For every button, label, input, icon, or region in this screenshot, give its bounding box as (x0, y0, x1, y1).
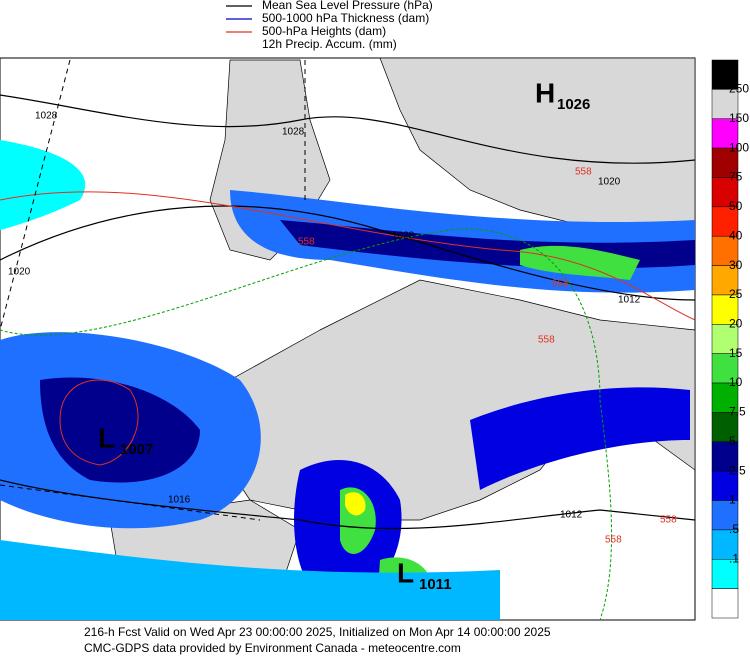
colorbar-box (711, 235, 739, 266)
contour-label: 558 (605, 535, 622, 546)
contour-label: 1012 (560, 510, 583, 521)
thickness-contour (0, 228, 613, 621)
isobar (0, 94, 696, 530)
precip (0, 140, 86, 230)
pressure-center-value: 1007 (120, 441, 153, 458)
precip (0, 540, 500, 620)
contour-label: 1012 (618, 295, 641, 306)
map-labels: H 1026 L 1007 L 1011 1028 1028 1020 1020 1012 1016 1… (8, 77, 677, 593)
colorbar-label: 250 (729, 82, 749, 96)
colorbar-box (711, 324, 739, 354)
height-contour (0, 191, 696, 466)
colorbar-label: 10 (729, 375, 743, 389)
legend: Mean Sea Level Pressure (hPa)500-1000 hP… (226, 0, 433, 51)
colorbar-box (711, 412, 739, 443)
colorbar-box (711, 89, 739, 119)
contour-label: 558 (552, 279, 569, 290)
colorbar-box (711, 59, 739, 90)
colorbar-box (711, 588, 739, 619)
colorbar-box (711, 206, 739, 237)
map-area (0, 57, 696, 621)
footer-text: 216-h Fcst Valid on Wed Apr 23 00:00:00 … (84, 625, 551, 639)
contour-label: 1028 (392, 231, 415, 242)
contour-label: 558 (298, 237, 315, 248)
precip (345, 492, 366, 516)
pressure-center-letter: L (397, 557, 414, 588)
pressure-center-value: 1026 (557, 96, 590, 113)
colorbar-label: 5 (729, 434, 736, 448)
colorbar-box (711, 559, 739, 589)
colorbar: 250 150 100 75 50 40 30 25 20 15 10 7.5 5 2.5 1 .5 .1 (711, 59, 749, 619)
precip (470, 387, 690, 490)
land (379, 57, 696, 241)
colorbar-label: .5 (729, 522, 739, 536)
contour-label: 1028 (282, 127, 305, 138)
colorbar-label: 50 (729, 199, 743, 213)
contour-label: 558 (660, 515, 677, 526)
legend-label: 500-1000 hPa Thickness (dam) (262, 11, 429, 25)
pressure-center-letter: H (535, 77, 555, 108)
pressure-center-value: 1011 (419, 576, 452, 593)
precip (40, 377, 200, 483)
colorbar-box (711, 529, 739, 560)
colorbar-label: 100 (729, 140, 749, 154)
colorbar-box (711, 177, 739, 208)
colorbar-label: 150 (729, 111, 749, 125)
colorbar-label: 30 (729, 258, 743, 272)
precip (520, 245, 640, 280)
contour-label: 1016 (168, 495, 191, 506)
colorbar-box (711, 294, 739, 325)
grid-line (0, 59, 306, 521)
colorbar-label: 15 (729, 346, 743, 360)
contour-label: 558 (538, 335, 555, 346)
colorbar-box (711, 441, 739, 472)
colorbar-label: 75 (729, 170, 743, 184)
footer: 216-h Fcst Valid on Wed Apr 23 00:00:00 … (84, 625, 551, 655)
contour-label: 1020 (8, 267, 31, 278)
colorbar-box (711, 265, 739, 296)
colorbar-label: 2.5 (729, 463, 746, 477)
legend-label: 12h Precip. Accum. (mm) (262, 37, 397, 51)
pressure-center-letter: L (98, 422, 115, 453)
footer-text: CMC-GDPS data provided by Environment Ca… (84, 641, 461, 655)
colorbar-label: 1 (729, 493, 736, 507)
legend-label: Mean Sea Level Pressure (hPa) (262, 0, 433, 12)
colorbar-label: 20 (729, 316, 743, 330)
colorbar-label: 25 (729, 287, 743, 301)
colorbar-box (711, 470, 739, 501)
colorbar-label: .1 (729, 551, 739, 565)
contour-label: 558 (575, 167, 592, 178)
colorbar-box (711, 118, 739, 149)
colorbar-label: 40 (729, 228, 743, 242)
contour-label: 1020 (598, 177, 621, 188)
contour-label: 1028 (35, 111, 58, 122)
legend-label: 500-hPa Heights (dam) (262, 24, 386, 38)
colorbar-label: 7.5 (729, 405, 746, 419)
colorbar-box (711, 353, 739, 384)
colorbar-box (711, 500, 739, 531)
